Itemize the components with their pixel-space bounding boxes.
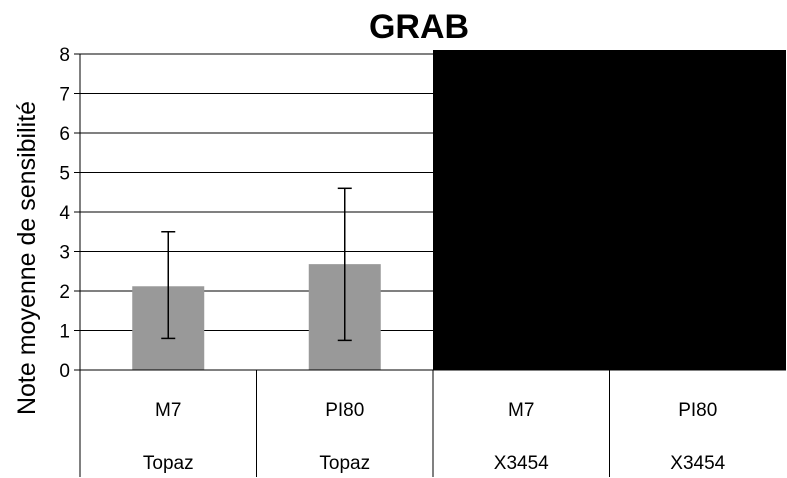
redaction-block (433, 50, 786, 370)
y-tick-label: 3 (59, 243, 70, 264)
category-label: M7 (155, 400, 181, 421)
category-table: M7 Topaz PI80 Topaz M7 X3454 PI80 X3454 (79, 370, 726, 477)
y-tick-label: 1 (59, 322, 70, 343)
bars (132, 264, 381, 370)
category-label: PI80 (678, 400, 717, 421)
category-group-label: Topaz (319, 453, 370, 474)
redacted-region (433, 50, 786, 370)
y-tick-label: 2 (59, 282, 70, 303)
y-tick-labels: 0 1 2 3 4 5 6 7 8 (59, 45, 70, 382)
y-tick-label: 5 (59, 164, 70, 185)
y-tick-label: 7 (59, 85, 70, 106)
category-group-label: X3454 (494, 453, 549, 474)
y-tick-label: 8 (59, 45, 70, 66)
y-tick-label: 6 (59, 124, 70, 145)
category-label: PI80 (325, 400, 364, 421)
category-label: M7 (508, 400, 534, 421)
category-group-label: X3454 (670, 453, 725, 474)
y-tick-label: 4 (59, 203, 70, 224)
category-group-label: Topaz (143, 453, 194, 474)
error-bars (161, 187, 352, 342)
y-tick-label: 0 (59, 361, 70, 382)
y-axis-label: Note moyenne de sensibilité (13, 101, 41, 415)
chart-title: GRAB (369, 8, 469, 46)
